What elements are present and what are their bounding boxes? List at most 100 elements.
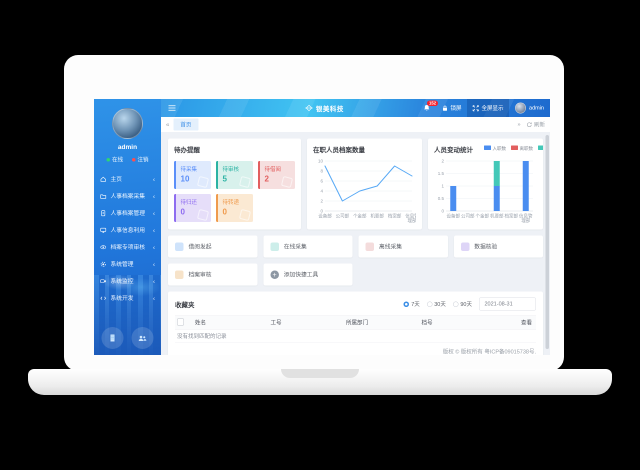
logout-button[interactable]: 注销	[132, 156, 149, 164]
chevron-left-icon: ‹	[152, 294, 155, 302]
range-30d-radio[interactable]: 30天	[426, 300, 446, 308]
bar-chart: 0 0.5 1 1.5 2 设备部 公司部 个金部 机要部 档案部 信息管理部	[438, 159, 533, 225]
user-avatar[interactable]	[112, 108, 143, 139]
copyright-footer: 版权 © 版权所有 粤ICP备09015738号.	[442, 349, 536, 355]
todo-panel: 待办提醒 待采集 10 待审核 5	[168, 138, 301, 230]
radio-icon	[452, 301, 459, 307]
building-shortcut-button[interactable]	[101, 327, 124, 349]
refresh-icon	[526, 122, 532, 127]
sidebar-item-file-collect[interactable]: 人事档案采集 ‹	[94, 188, 161, 205]
chevron-left-icon: ‹	[152, 277, 155, 285]
vertical-scrollbar[interactable]	[545, 135, 549, 349]
svg-text:1.5: 1.5	[438, 171, 445, 176]
team-icon	[138, 335, 147, 341]
select-all-checkbox[interactable]	[177, 318, 184, 326]
monitor-icon	[100, 227, 107, 234]
file-audit-tool-icon	[175, 270, 184, 279]
radio-icon	[403, 301, 410, 307]
offline-collect-tool-icon	[365, 242, 374, 251]
bar-chart-panel: 人员变动统计 入职数离职数调动数 0 0.5 1 1.5 2 设备部公司部个金部机要部档案…	[428, 138, 543, 230]
col-view: 查看	[521, 320, 532, 326]
laptop-base-notch	[281, 369, 359, 378]
tool-borrow-initiate[interactable]: 借阅发起	[168, 235, 258, 258]
tabs-back-icon[interactable]: «	[166, 121, 170, 128]
dashboard-app: admin 在线 注销 主页 ‹ 人事档案采集 ‹	[94, 99, 550, 355]
fullscreen-button[interactable]: 全屏显示	[467, 99, 510, 117]
bell-icon	[424, 105, 430, 111]
online-dot-icon	[106, 157, 110, 162]
stat-card-to-return[interactable]: 待归还 0	[174, 194, 211, 222]
lock-screen-button[interactable]: 锁屏	[437, 99, 468, 117]
sidebar: admin 在线 注销 主页 ‹ 人事档案采集 ‹	[94, 99, 161, 355]
sidebar-item-home[interactable]: 主页 ‹	[94, 171, 161, 188]
svg-text:6: 6	[320, 179, 323, 184]
user-menu[interactable]: admin	[509, 102, 550, 114]
range-7d-radio[interactable]: 7天	[403, 300, 420, 308]
favorites-title: 收藏夹	[175, 300, 195, 309]
user-avatar-small	[515, 102, 527, 114]
tab-home[interactable]: 首页	[173, 118, 199, 131]
app-logo: 银美科技	[305, 103, 344, 113]
range-90d-radio[interactable]: 90天	[452, 300, 472, 308]
eye-icon	[100, 244, 107, 251]
col-employee-id: 工号	[270, 320, 282, 326]
todo-title: 待办提醒	[174, 146, 201, 154]
logout-dot-icon	[132, 157, 136, 162]
top-navbar: 银美科技 152 锁屏	[161, 99, 550, 117]
status-online[interactable]: 在线	[106, 156, 123, 164]
quick-tools: 借阅发起 在线采集 离线采集	[168, 235, 543, 286]
tool-online-collect[interactable]: 在线采集	[263, 235, 353, 258]
notification-badge: 152	[427, 100, 439, 106]
stat-card-to-borrow[interactable]: 待借阅 2	[258, 161, 295, 189]
plus-icon: +	[270, 270, 279, 279]
svg-text:公司部: 公司部	[336, 213, 350, 220]
sidebar-item-info-use[interactable]: 人事信息利用 ‹	[94, 222, 161, 239]
svg-text:4: 4	[320, 189, 323, 194]
date-input[interactable]: 2021-08-31	[479, 297, 536, 311]
sidebar-item-file-manage[interactable]: 人事档案管理 ‹	[94, 205, 161, 222]
tool-file-audit[interactable]: 档案审核	[168, 263, 258, 286]
page-content: 待办提醒 待采集 10 待审核 5	[161, 132, 550, 355]
favorites-table: 姓名 工号 所属部门 档号 查看 没有找到匹配的记录	[175, 315, 536, 343]
bar-chart-legend: 入职数离职数调动数	[483, 145, 543, 152]
svg-text:1: 1	[441, 184, 444, 189]
hamburger-menu-icon[interactable]	[161, 105, 183, 112]
tool-offline-collect[interactable]: 离线采集	[358, 235, 448, 258]
stat-card-to-transfer[interactable]: 待转递 0	[216, 194, 253, 222]
svg-text:0: 0	[441, 209, 444, 214]
sidebar-item-system-monitor[interactable]: 系统监控 ‹	[94, 273, 161, 290]
document-icon	[100, 210, 107, 217]
tool-data-verify[interactable]: 数据核验	[453, 235, 543, 258]
team-shortcut-button[interactable]	[131, 327, 154, 349]
col-file-number: 档号	[421, 320, 433, 326]
building-icon	[110, 334, 115, 342]
svg-text:机要部: 机要部	[490, 213, 504, 220]
stat-card-to-collect[interactable]: 待采集 10	[174, 161, 211, 189]
camera-icon	[100, 278, 107, 285]
favorites-panel: 收藏夹 7天 30天 90天 2021-08-31	[168, 291, 543, 355]
chevron-left-icon: ‹	[152, 226, 155, 234]
main-area: 银美科技 152 锁屏	[161, 99, 550, 355]
notifications-button[interactable]: 152	[417, 100, 439, 112]
add-shortcut-tool-button[interactable]: + 添加快捷工具	[263, 263, 353, 286]
stat-card-to-review[interactable]: 待审核 5	[216, 161, 253, 189]
radio-icon	[426, 301, 433, 307]
svg-text:档案部: 档案部	[505, 213, 519, 220]
online-collect-tool-icon	[270, 242, 279, 251]
fullscreen-icon	[472, 104, 479, 112]
sidebar-item-system-dev[interactable]: 系统开发 ‹	[94, 290, 161, 307]
sidebar-username: admin	[117, 143, 138, 151]
svg-text:10: 10	[318, 159, 324, 164]
refresh-button[interactable]: 刷新	[526, 121, 545, 129]
svg-text:信息管理部: 信息管理部	[519, 213, 533, 225]
sidebar-item-system-manage[interactable]: 系统管理 ‹	[94, 256, 161, 273]
tabs-forward-icon[interactable]: »	[517, 121, 521, 128]
line-chart-title: 在职人员档案数量	[313, 146, 366, 154]
svg-text:信息管理部: 信息管理部	[405, 213, 416, 225]
chevron-left-icon: ‹	[152, 175, 155, 183]
sidebar-item-special-audit[interactable]: 档案专项审核 ‹	[94, 239, 161, 256]
gear-icon	[100, 261, 107, 268]
logo-diamond-icon	[305, 104, 313, 112]
